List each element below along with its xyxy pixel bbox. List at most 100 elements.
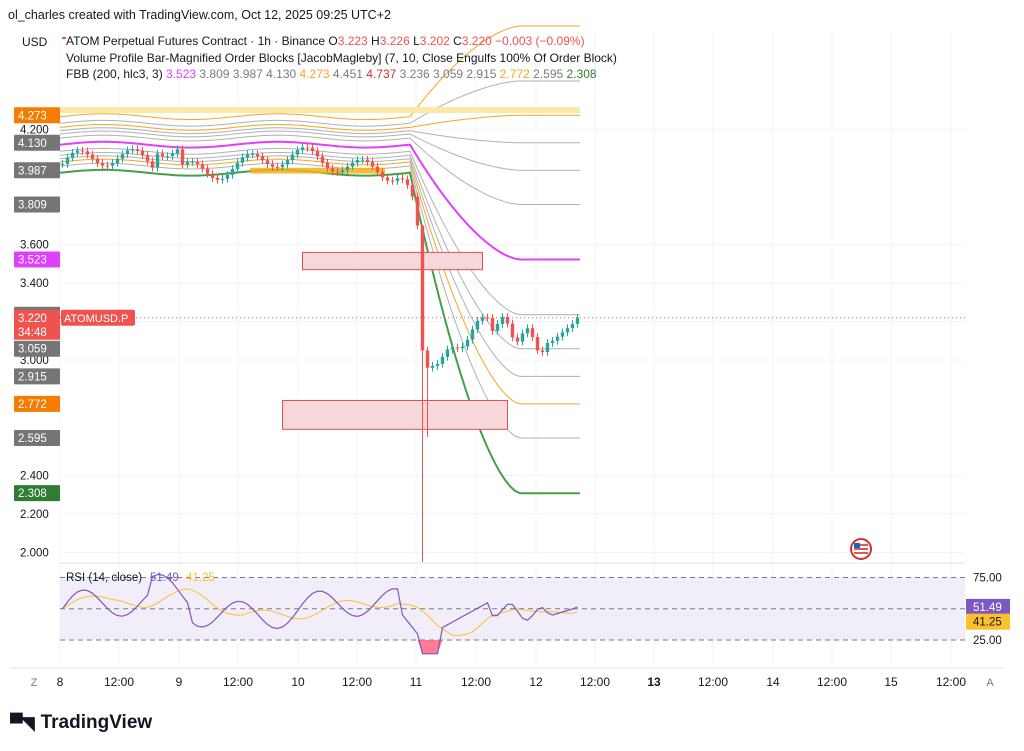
candle-body xyxy=(385,177,390,181)
tradingview-logo-icon: ▀◥ xyxy=(10,712,35,733)
fbb-band-4.13 xyxy=(59,127,580,144)
candle-body xyxy=(505,316,510,324)
candle-body xyxy=(365,159,370,163)
price-tag: 2.308 xyxy=(18,488,47,500)
price-chart[interactable]: ATOMUSD.P RSI (14, close) 51.49 41.25 75.00… xyxy=(0,0,1024,700)
price-tag: 2.772 xyxy=(18,399,47,411)
axis-scale-button-a[interactable]: A xyxy=(986,677,994,689)
candle-body xyxy=(170,153,175,157)
price-tag-bg xyxy=(14,340,60,357)
price-tag-bg xyxy=(14,134,60,151)
rsi-value-tag: 51.49 xyxy=(966,598,1010,615)
candle-body xyxy=(400,178,405,180)
candle-body xyxy=(210,173,215,178)
candle-body xyxy=(260,156,265,161)
candle-body xyxy=(150,161,155,168)
rsi-ma-tag-bg xyxy=(966,613,1010,630)
us-flag-icon xyxy=(850,538,872,560)
candle-body xyxy=(180,149,185,165)
candle-body xyxy=(320,156,325,163)
last-price-tag: 3.220 34:48 xyxy=(14,309,60,340)
candle-body xyxy=(335,171,340,173)
price-tag: 3.809 xyxy=(18,200,47,212)
candle-body xyxy=(540,350,545,353)
candle-body xyxy=(300,147,305,150)
candle-body xyxy=(495,323,500,331)
rsi-ma-tag: 41.25 xyxy=(966,613,1010,630)
candle-body xyxy=(480,317,485,321)
candle-body xyxy=(545,342,550,353)
candle-body xyxy=(195,161,200,165)
axis-scale-button-z[interactable]: Z xyxy=(31,677,38,689)
candle-body xyxy=(525,328,530,334)
candle-body xyxy=(405,179,410,186)
candle-body xyxy=(375,166,380,173)
candle-body xyxy=(455,347,460,349)
y-axis-labels: USD4.2003.6003.4003.2003.0002.4002.2002.… xyxy=(14,35,60,559)
candle-body xyxy=(230,169,235,175)
volume-profile-bar xyxy=(60,107,580,114)
candle-body xyxy=(125,150,130,155)
candle-body xyxy=(420,225,425,351)
price-tag: 3.059 xyxy=(18,344,47,356)
x-tick-label: 12:00 xyxy=(223,675,253,689)
fbb-band-2.772 xyxy=(59,158,580,405)
rsi-pane: RSI (14, close) 51.49 41.25 75.00 25.00 51.49… xyxy=(60,562,1010,655)
rsi-title: RSI (14, close) xyxy=(66,572,142,584)
price-tag: 3.523 xyxy=(18,255,47,267)
candle-body xyxy=(315,151,320,157)
price-tag-bg xyxy=(14,429,60,446)
candle-body xyxy=(100,163,105,166)
brand-name: TradingView xyxy=(40,712,153,733)
candle-body xyxy=(410,185,415,197)
candle-body xyxy=(380,172,385,178)
candle-body xyxy=(345,166,350,171)
price-tag: 2.915 xyxy=(18,371,47,383)
candle-body xyxy=(290,154,295,160)
candle-body xyxy=(255,154,260,157)
candle-body xyxy=(285,159,290,165)
price-tag: 2.595 xyxy=(18,433,47,445)
candle-body xyxy=(105,165,110,167)
legend-marker xyxy=(62,37,66,39)
x-tick-label: 12:00 xyxy=(698,675,728,689)
candle-body xyxy=(220,178,225,180)
candle-body xyxy=(165,156,170,158)
volume-profile-legend: Volume Profile Bar-Magnified Order Block… xyxy=(66,51,617,65)
candle-body xyxy=(430,365,435,368)
candle-body xyxy=(415,196,420,226)
candle-body xyxy=(250,154,255,156)
fbb-band-3.809 xyxy=(59,134,580,205)
candles xyxy=(60,143,580,562)
candle-body xyxy=(275,166,280,168)
candle-body xyxy=(445,349,450,357)
rsi-value-tag-bg xyxy=(966,598,1010,615)
x-tick-label: 15 xyxy=(884,675,898,689)
price-tag-bg xyxy=(14,107,60,124)
candle-body xyxy=(340,170,345,173)
candle-body xyxy=(350,162,355,167)
rsi-oversold-fill xyxy=(415,640,445,654)
fbb-band-3.523 xyxy=(59,140,580,261)
candle-body xyxy=(330,168,335,172)
x-tick-label: 8 xyxy=(57,675,64,689)
x-tick-label: 12:00 xyxy=(817,675,847,689)
candle-body xyxy=(140,150,145,156)
x-tick-label: 12 xyxy=(529,675,543,689)
x-tick-label: 13 xyxy=(647,675,661,689)
candle-body xyxy=(60,163,65,165)
rsi-level-label: 25.00 xyxy=(973,635,1002,647)
candle-body xyxy=(215,177,220,180)
candle-body xyxy=(515,337,520,342)
candle-body xyxy=(390,180,395,182)
candle-body xyxy=(265,160,270,165)
candle-body xyxy=(90,154,95,159)
candle-body xyxy=(485,317,490,319)
candle-body xyxy=(130,149,135,151)
rsi-ma-line xyxy=(62,588,578,637)
candle-body xyxy=(245,154,250,158)
order-block-2 xyxy=(250,167,385,174)
candle-body xyxy=(520,333,525,342)
candle-body xyxy=(115,158,120,164)
candle-body xyxy=(65,157,70,164)
